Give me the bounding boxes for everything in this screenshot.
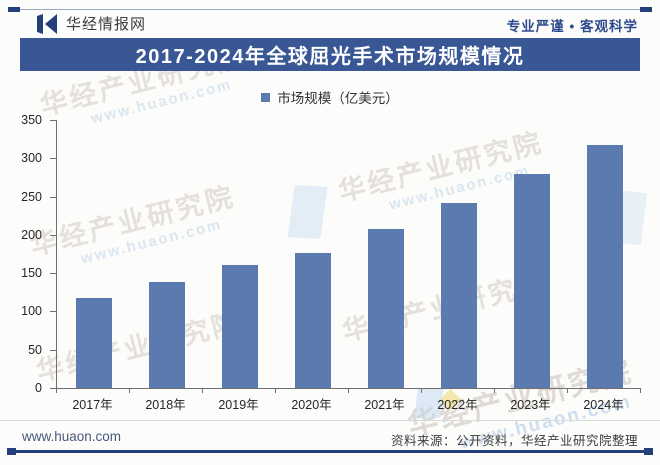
- bottom-rule-left-cap: [7, 448, 16, 455]
- legend-marker-square: [261, 92, 271, 102]
- header-tagline: 专业严谨 • 客观科学: [506, 19, 638, 34]
- bar-2019年: [221, 265, 258, 388]
- bottom-rule-right-cap: [644, 448, 653, 455]
- y-axis-tick: [50, 197, 56, 198]
- y-axis-tick: [50, 388, 56, 389]
- x-axis-label: 2020年: [291, 398, 332, 412]
- bar-2017年: [75, 298, 112, 388]
- y-axis-label: 250: [21, 189, 42, 204]
- legend: 市场规模（亿美元）: [0, 87, 660, 107]
- footer-separator: [0, 420, 660, 421]
- bar-slot: [203, 120, 276, 388]
- footer-source: 资料来源：公开资料，华经产业研究院整理: [390, 434, 638, 448]
- y-axis-label: 50: [28, 342, 42, 357]
- top-rule-right-cap: [640, 7, 652, 12]
- x-axis-label: 2024年: [583, 398, 624, 412]
- x-axis-label: 2022年: [437, 398, 478, 412]
- y-axis-tick: [50, 235, 56, 236]
- y-axis-ticks: [50, 120, 56, 389]
- bar-2024年: [586, 145, 623, 388]
- y-axis-label: 100: [21, 304, 42, 319]
- x-axis-tick: [275, 389, 276, 393]
- y-axis-label: 0: [35, 381, 42, 395]
- bar-slot: [349, 120, 422, 388]
- x-axis-tick: [348, 389, 349, 393]
- bar-2020年: [294, 253, 331, 388]
- y-axis-tick: [50, 120, 56, 121]
- bars: [57, 120, 641, 388]
- x-axis-tick: [640, 389, 641, 393]
- x-axis-label: 2023年: [510, 398, 551, 412]
- brand: 华经情报网: [36, 13, 146, 34]
- bar-slot: [276, 120, 349, 388]
- x-axis-label: 2017年: [72, 398, 113, 412]
- y-axis-label: 300: [21, 151, 42, 166]
- x-axis-label: 2021年: [364, 398, 405, 412]
- y-axis-tick: [50, 350, 56, 351]
- bar-slot: [495, 120, 568, 388]
- x-axis-labels: 2017年 2018年 2019年 2020年 2021年 2022年 2023年 2024年: [56, 394, 640, 413]
- y-axis-tick: [50, 273, 56, 274]
- x-axis-tick: [202, 389, 203, 393]
- top-rule-left-cap: [8, 7, 20, 12]
- x-axis-tick: [56, 389, 57, 393]
- chart-title-band: 2017-2024年全球屈光手术市场规模情况: [20, 38, 640, 71]
- bottom-rule: [14, 450, 646, 453]
- bar-2023年: [513, 174, 550, 388]
- chart-title: 2017-2024年全球屈光手术市场规模情况: [135, 46, 525, 68]
- brand-logo-icon: [37, 13, 57, 34]
- x-axis-ticks: [56, 389, 641, 394]
- y-axis-label: 150: [21, 266, 42, 281]
- bar-slot: [57, 120, 130, 388]
- bar-slot: [568, 120, 641, 388]
- top-rule: [14, 9, 646, 10]
- y-axis-label: 200: [21, 227, 42, 242]
- x-axis-tick: [494, 389, 495, 393]
- x-axis-label: 2019年: [218, 398, 259, 412]
- footer-website: www.huaon.com: [22, 429, 122, 444]
- x-axis-tick: [567, 389, 568, 393]
- x-axis-tick: [421, 389, 422, 393]
- bar-slot: [130, 120, 203, 388]
- y-axis-labels: 0 50 100 150 200 250 300 350: [0, 113, 48, 395]
- legend-label: 市场规模（亿美元）: [277, 91, 399, 106]
- y-axis-tick: [50, 158, 56, 159]
- y-axis-tick: [50, 311, 56, 312]
- brand-name: 华经情报网: [66, 16, 147, 33]
- bar-2018年: [148, 282, 185, 388]
- x-axis-tick: [129, 389, 130, 393]
- x-axis-label: 2018年: [145, 398, 186, 412]
- y-axis-label: 350: [21, 113, 42, 127]
- bar-2022年: [440, 203, 477, 388]
- bar-2021年: [367, 229, 404, 388]
- bar-slot: [422, 120, 495, 388]
- plot-area: [56, 120, 641, 389]
